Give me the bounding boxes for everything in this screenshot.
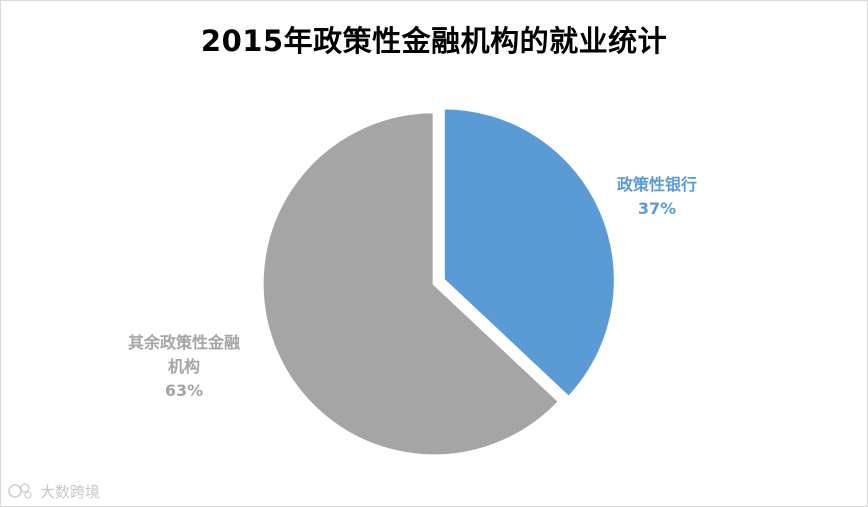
slice-label-other-institutions-name-line2: 机构 bbox=[167, 357, 200, 376]
slice-label-policy-bank: 政策性银行 37% bbox=[592, 173, 722, 221]
watermark: 大数跨境 bbox=[8, 480, 100, 502]
slice-label-policy-bank-name: 政策性银行 bbox=[616, 175, 697, 194]
slice-label-other-institutions: 其余政策性金融 机构 63% bbox=[98, 331, 270, 403]
logo-icon bbox=[8, 483, 32, 499]
slice-label-other-institutions-name-line1: 其余政策性金融 bbox=[127, 333, 240, 352]
pie-slice-1 bbox=[260, 110, 562, 458]
chart-title: 2015年政策性金融机构的就业统计 bbox=[200, 24, 668, 58]
watermark-text: 大数跨境 bbox=[40, 482, 101, 501]
slice-label-policy-bank-percent: 37% bbox=[637, 199, 677, 218]
slice-label-other-institutions-percent: 63% bbox=[164, 381, 204, 400]
pie-slice-0 bbox=[441, 106, 617, 400]
